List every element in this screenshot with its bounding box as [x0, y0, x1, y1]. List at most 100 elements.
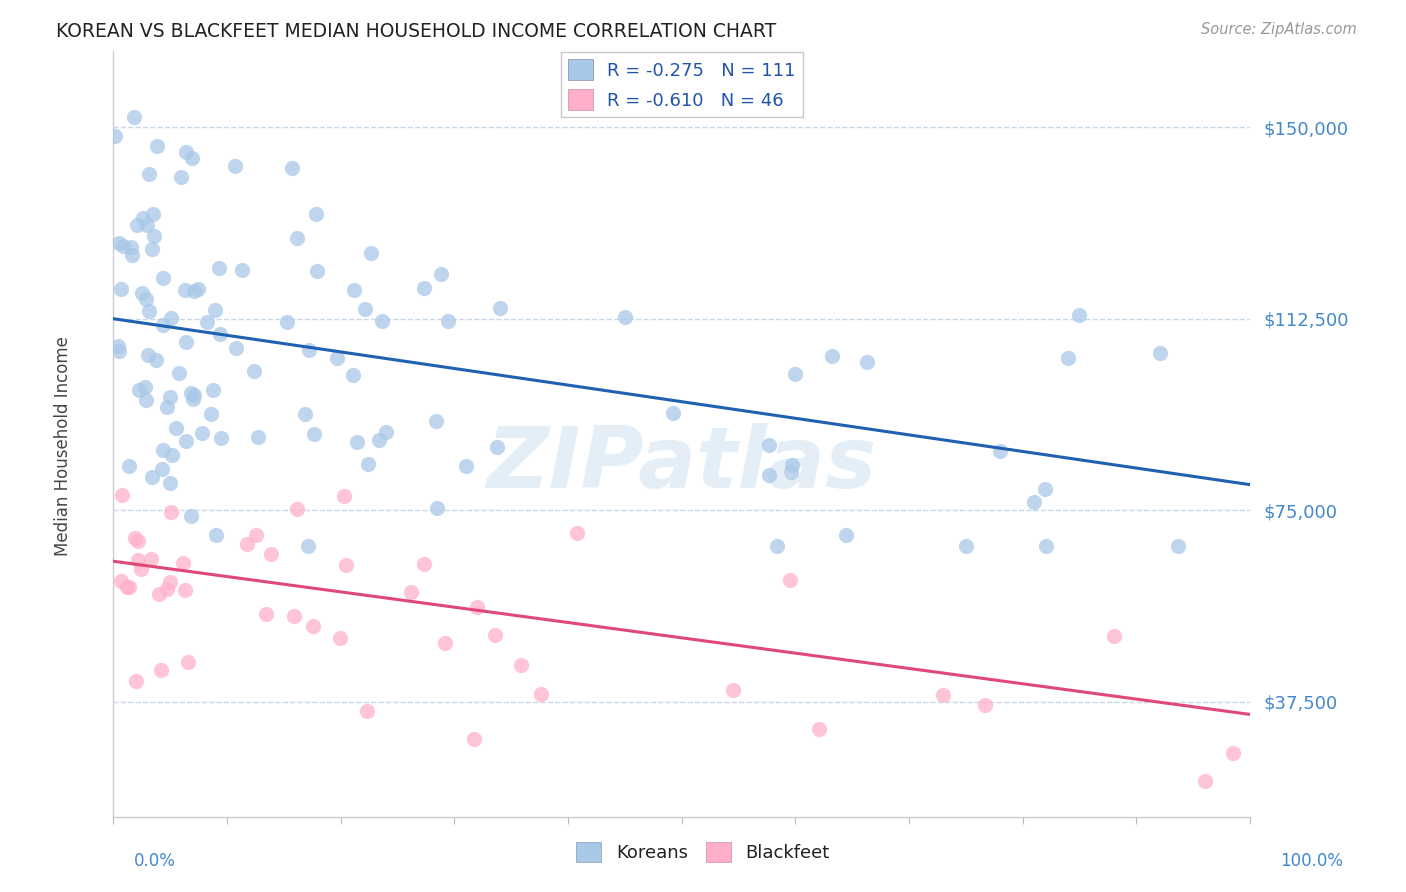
Point — [110, 282, 132, 296]
Point — [125, 673, 148, 688]
Point — [412, 557, 434, 571]
Point — [169, 366, 191, 380]
Point — [955, 539, 977, 553]
Point — [110, 574, 132, 588]
Point — [456, 458, 478, 473]
Point — [202, 384, 225, 398]
Point — [1067, 308, 1090, 322]
Point — [135, 292, 157, 306]
Legend: R = -0.275   N = 111, R = -0.610   N = 46: R = -0.275 N = 111, R = -0.610 N = 46 — [561, 52, 803, 117]
Point — [326, 351, 349, 365]
Point — [305, 207, 328, 221]
Point — [152, 462, 174, 476]
Point — [174, 334, 197, 349]
Text: KOREAN VS BLACKFEET MEDIAN HOUSEHOLD INCOME CORRELATION CHART: KOREAN VS BLACKFEET MEDIAN HOUSEHOLD INC… — [56, 22, 776, 41]
Point — [436, 313, 458, 327]
Point — [375, 425, 398, 439]
Point — [160, 448, 183, 462]
Point — [758, 468, 780, 483]
Point — [1149, 346, 1171, 360]
Point — [354, 301, 377, 316]
Point — [484, 628, 506, 642]
Point — [181, 151, 204, 165]
Point — [243, 364, 266, 378]
Point — [463, 732, 485, 747]
Point — [115, 580, 138, 594]
Point — [530, 687, 553, 701]
Point — [307, 264, 329, 278]
Point — [780, 465, 803, 479]
Point — [108, 344, 131, 359]
Text: Median Household Income: Median Household Income — [55, 336, 72, 556]
Point — [200, 407, 222, 421]
Point — [152, 271, 174, 285]
Point — [357, 457, 380, 471]
Point — [297, 539, 319, 553]
Point — [141, 242, 163, 256]
Point — [132, 211, 155, 225]
Point — [467, 600, 489, 615]
Point — [111, 239, 134, 253]
Point — [425, 414, 447, 428]
Point — [142, 207, 165, 221]
Point — [207, 261, 229, 276]
Point — [180, 385, 202, 400]
Point — [779, 573, 801, 587]
Point — [567, 526, 589, 541]
Point — [174, 283, 197, 297]
Point — [176, 655, 198, 669]
Point — [486, 440, 509, 454]
Point — [283, 609, 305, 624]
Point — [1033, 482, 1056, 496]
Point — [360, 245, 382, 260]
Point — [139, 551, 162, 566]
Point — [1222, 746, 1244, 760]
Point — [131, 562, 153, 576]
Point — [204, 303, 226, 318]
Point — [181, 392, 204, 407]
Point — [145, 352, 167, 367]
Point — [149, 664, 172, 678]
Point — [835, 528, 858, 542]
Point — [180, 509, 202, 524]
Point — [124, 531, 146, 545]
Point — [1167, 539, 1189, 553]
Point — [138, 167, 160, 181]
Point — [342, 368, 364, 382]
Point — [156, 582, 179, 596]
Point — [224, 159, 246, 173]
Text: ZIPatlas: ZIPatlas — [486, 423, 877, 506]
Point — [1035, 539, 1057, 553]
Point — [135, 218, 157, 232]
Point — [399, 585, 422, 599]
Point — [122, 110, 145, 124]
Point — [209, 431, 232, 445]
Point — [988, 443, 1011, 458]
Point — [973, 698, 995, 713]
Point — [174, 145, 197, 159]
Point — [141, 470, 163, 484]
Point — [191, 425, 214, 440]
Point — [509, 658, 531, 673]
Point — [294, 408, 316, 422]
Point — [146, 139, 169, 153]
Point — [343, 283, 366, 297]
Point — [127, 219, 149, 233]
Point — [152, 443, 174, 458]
Point — [118, 580, 141, 594]
Point — [247, 430, 270, 444]
Point — [614, 310, 637, 324]
Point — [170, 169, 193, 184]
Point — [160, 311, 183, 326]
Point — [1057, 351, 1080, 365]
Point — [434, 636, 457, 650]
Point — [174, 583, 197, 598]
Text: 0.0%: 0.0% — [134, 852, 176, 870]
Point — [329, 631, 352, 645]
Text: 100.0%: 100.0% — [1279, 852, 1343, 870]
Point — [426, 501, 449, 516]
Point — [231, 262, 253, 277]
Point — [662, 406, 685, 420]
Point — [254, 607, 277, 621]
Point — [104, 129, 127, 144]
